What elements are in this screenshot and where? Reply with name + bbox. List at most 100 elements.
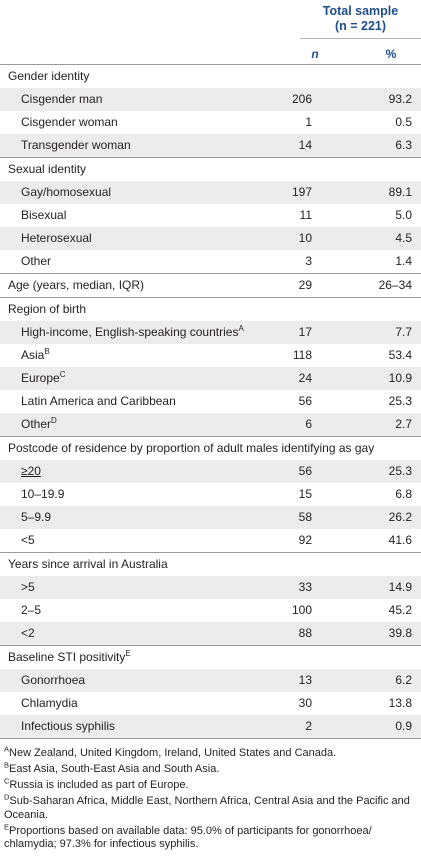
row-label: Transgender woman (21, 138, 131, 152)
section-row: Age (years, median, IQR) 29 26–34 (0, 274, 421, 297)
footnote-text: Proportions based on available data: 95.… (4, 824, 372, 851)
count-cell: 10 (298, 231, 312, 245)
footnote-mark: C (4, 776, 10, 786)
count-cell: 24 (298, 371, 312, 385)
percent-cell: 41.6 (388, 533, 412, 547)
total-sample-count: (n = 221) (334, 19, 387, 33)
table-row: <2 88 39.8 (0, 622, 421, 645)
count-cell: 56 (298, 464, 312, 478)
table-row: 10–19.9 15 6.8 (0, 483, 421, 506)
percent-cell: 5.0 (395, 208, 412, 222)
table-row: OtherD 6 2.7 (0, 413, 421, 436)
column-header-n: n (311, 47, 319, 61)
percent-cell: 26–34 (378, 278, 412, 292)
total-sample-label: Total sample (322, 4, 399, 18)
count-cell: 2 (305, 719, 312, 733)
section-label: Region of birth (8, 302, 87, 316)
section-label: Postcode of residence by proportion of a… (8, 441, 375, 455)
footnote-marker: A (238, 324, 244, 333)
row-label: 10–19.9 (21, 487, 65, 501)
percent-cell: 7.7 (395, 325, 412, 339)
percent-cell: 26.2 (388, 510, 412, 524)
section-divider (0, 273, 421, 274)
footnote: BEast Asia, South-East Asia and South As… (4, 760, 418, 777)
footnote-text: East Asia, South-East Asia and South Asi… (9, 763, 220, 775)
footnote-marker: C (59, 370, 66, 379)
footnote-mark: E (4, 821, 10, 831)
section-label: Baseline STI positivityE (8, 649, 131, 665)
row-label: Cisgender woman (21, 115, 118, 129)
count-cell: 29 (298, 278, 312, 292)
footnote-marker: E (125, 649, 131, 658)
row-label: High-income, English-speaking countriesA (21, 324, 244, 340)
count-cell: 11 (299, 208, 312, 222)
table-row: Gonorrhoea 13 6.2 (0, 669, 421, 692)
count-cell: 17 (298, 325, 312, 339)
count-cell: 100 (291, 603, 312, 617)
count-cell: 15 (298, 487, 312, 501)
row-label: Heterosexual (21, 231, 92, 245)
table-row: Infectious syphilis 2 0.9 (0, 715, 421, 738)
section-label: Sexual identity (8, 162, 87, 176)
row-label: Infectious syphilis (21, 719, 116, 733)
footnote-marker: D (51, 416, 57, 425)
column-header-percent: % (385, 47, 397, 61)
row-label: Gonorrhoea (21, 673, 86, 687)
footnote-text: New Zealand, United Kingdom, Ireland, Un… (9, 747, 337, 759)
footnote: EProportions based on available data: 95… (4, 821, 418, 852)
percent-cell: 13.8 (388, 696, 412, 710)
percent-cell: 6.3 (395, 138, 412, 152)
percent-cell: 1.4 (395, 254, 412, 268)
table-row: Cisgender woman 1 0.5 (0, 111, 421, 134)
section-row: Region of birth (0, 298, 421, 321)
percent-cell: 6.8 (395, 487, 412, 501)
count-cell: 6 (305, 417, 312, 431)
section-label: Gender identity (8, 69, 90, 83)
count-cell: 58 (298, 510, 312, 524)
table-row: Chlamydia 30 13.8 (0, 692, 421, 715)
percent-cell: 10.9 (388, 371, 412, 385)
section-row: Sexual identity (0, 158, 421, 181)
row-label: 2–5 (21, 603, 42, 617)
count-cell: 118 (292, 348, 312, 362)
section-divider (0, 297, 421, 298)
section-divider (0, 552, 421, 553)
percent-cell: 39.8 (388, 626, 412, 640)
row-label: ≥20 (21, 464, 41, 478)
count-cell: 206 (291, 92, 312, 106)
section-row: Postcode of residence by proportion of a… (0, 437, 421, 460)
count-cell: 88 (298, 626, 312, 640)
percent-cell: 89.1 (388, 185, 412, 199)
table-row: Transgender woman 14 6.3 (0, 134, 421, 157)
footnote-mark: B (4, 760, 10, 770)
table-row: <5 92 41.6 (0, 529, 421, 552)
header-rule (0, 64, 421, 65)
row-label: OtherD (21, 416, 57, 432)
section-divider (0, 645, 421, 646)
section-divider (0, 157, 421, 158)
row-label: Latin America and Caribbean (21, 394, 176, 408)
footnote: DSub-Saharan Africa, Middle East, Northe… (4, 792, 418, 822)
section-row: Years since arrival in Australia (0, 553, 421, 576)
footnote-mark: D (4, 792, 10, 802)
footnote-mark: A (4, 744, 10, 754)
table-row: Bisexual 11 5.0 (0, 204, 421, 227)
table-row: High-income, English-speaking countriesA… (0, 321, 421, 344)
percent-cell: 2.7 (395, 417, 412, 431)
section-row: Gender identity (0, 65, 421, 88)
header-subrule (300, 38, 421, 39)
section-divider (0, 436, 421, 437)
table-row: >5 33 14.9 (0, 576, 421, 599)
percent-cell: 53.4 (388, 348, 412, 362)
percent-cell: 45.2 (388, 603, 412, 617)
row-label: EuropeC (21, 370, 66, 386)
table-row: Cisgender man 206 93.2 (0, 88, 421, 111)
row-label: Other (21, 254, 52, 268)
table-bottom-rule (0, 738, 421, 739)
percent-cell: 93.2 (388, 92, 412, 106)
row-label: Gay/homosexual (21, 185, 112, 199)
row-label: <2 (21, 626, 35, 640)
count-cell: 1 (305, 115, 312, 129)
table-row: EuropeC 24 10.9 (0, 367, 421, 390)
row-label: 5–9.9 (21, 510, 52, 524)
